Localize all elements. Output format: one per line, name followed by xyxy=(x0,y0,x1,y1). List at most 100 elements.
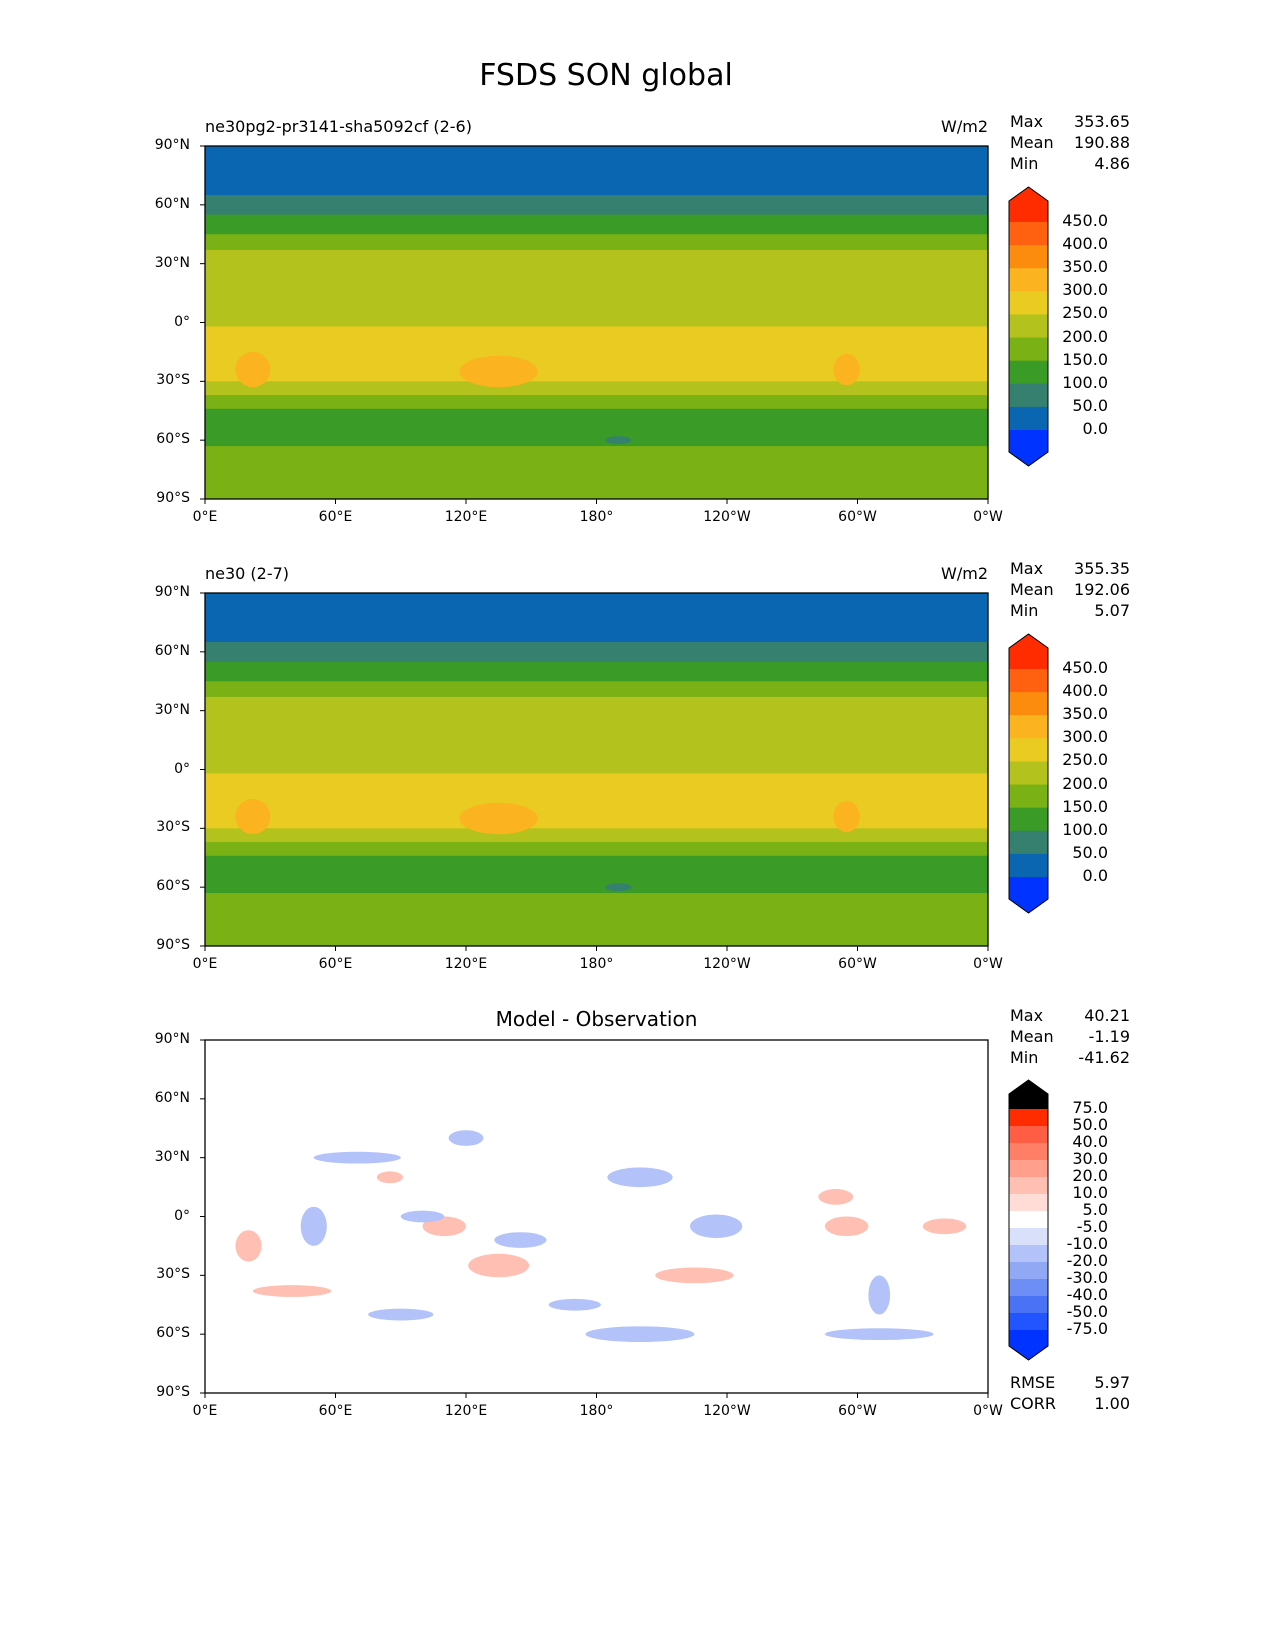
colorbar-outline xyxy=(1008,186,1049,467)
colorbar-tick-label: 100.0 xyxy=(1062,372,1108,392)
colorbar-tick-label: 200.0 xyxy=(1062,326,1108,346)
x-tick-label: 60°W xyxy=(838,956,877,972)
colorbar-extend-max xyxy=(1009,187,1048,222)
colorbar-segment xyxy=(1009,1228,1048,1246)
x-tick-label: 120°W xyxy=(703,956,751,972)
colorbar-tick-label: -40.0 xyxy=(1066,1285,1108,1304)
x-tick-label: 0°W xyxy=(973,509,1003,525)
y-tick-label: 90°S xyxy=(156,490,190,506)
y-tick-label: 0° xyxy=(174,1207,190,1224)
field-blob xyxy=(313,1151,401,1164)
field-blob xyxy=(824,1216,869,1237)
colorbar-tick-label: 150.0 xyxy=(1062,796,1108,816)
colorbar-segment xyxy=(1009,1143,1048,1161)
colorbar-segment xyxy=(1009,1313,1048,1331)
stat-label: Max xyxy=(1010,112,1044,131)
colorbar-tick-label: 350.0 xyxy=(1062,704,1108,724)
colorbar-segment xyxy=(1009,1279,1048,1297)
colorbar-tick-label: 75.0 xyxy=(1072,1098,1108,1117)
colorbar-tick-label: 0.0 xyxy=(1082,866,1108,885)
x-tick-label: 0°E xyxy=(192,956,218,972)
colorbar-segment xyxy=(1009,222,1048,246)
zonal-band xyxy=(205,146,988,196)
figure-title: FSDS SON global xyxy=(479,58,733,93)
colorbar-tick-label: 300.0 xyxy=(1062,280,1108,300)
colorbar-segment xyxy=(1009,314,1048,339)
field-blob xyxy=(468,1253,530,1278)
field-blob xyxy=(448,1130,484,1146)
colorbar-segment xyxy=(1009,715,1048,739)
x-tick-label: 0°E xyxy=(192,1403,218,1419)
colorbar-segment xyxy=(1009,291,1048,315)
colorbar-tick-label: 400.0 xyxy=(1062,681,1108,701)
colorbar-segment xyxy=(1009,1177,1048,1195)
zonal-band xyxy=(205,446,988,465)
stat-label: Mean xyxy=(1010,580,1054,599)
colorbar-extend-min xyxy=(1009,877,1048,913)
colorbar-tick-label: 40.0 xyxy=(1072,1132,1108,1151)
stat-label: Min xyxy=(1010,601,1039,620)
field-blob xyxy=(459,802,538,835)
x-tick-label: 60°E xyxy=(318,1403,353,1419)
zonal-band xyxy=(205,661,988,682)
zonal-band xyxy=(205,195,988,216)
stat-label: Min xyxy=(1010,154,1039,173)
x-tick-label: 0°W xyxy=(973,956,1003,972)
colorbar-tick-label: 200.0 xyxy=(1062,773,1108,793)
x-tick-label: 120°W xyxy=(703,509,751,525)
colorbar-tick-label: 450.0 xyxy=(1062,211,1108,230)
zonal-band xyxy=(205,214,988,235)
y-tick-label: 60°S xyxy=(156,1325,190,1342)
colorbar-segment xyxy=(1009,360,1048,385)
stat-value: 5.07 xyxy=(1094,601,1130,620)
colorbar-segment xyxy=(1009,784,1048,809)
map-field xyxy=(205,146,988,499)
colorbar-tick-label: 50.0 xyxy=(1072,842,1108,862)
field-blob xyxy=(833,353,860,386)
colorbar-tick-label: 5.0 xyxy=(1082,1200,1108,1219)
field-blob xyxy=(868,1275,891,1315)
zonal-band xyxy=(205,828,988,843)
x-tick-label: 120°W xyxy=(703,1403,751,1419)
colorbar-tick-label: -75.0 xyxy=(1066,1319,1108,1338)
colorbar-tick-label: 10.0 xyxy=(1072,1183,1108,1202)
field-blob xyxy=(824,1328,934,1341)
y-tick-label: 60°N xyxy=(154,195,190,212)
x-tick-label: 120°E xyxy=(444,1403,488,1419)
stat-label: CORR xyxy=(1010,1394,1056,1413)
stat-value: 355.35 xyxy=(1074,559,1130,578)
colorbar-segment xyxy=(1009,830,1048,855)
colorbar-tick-label: 300.0 xyxy=(1062,727,1108,747)
colorbar-tick-label: -20.0 xyxy=(1066,1251,1108,1270)
y-tick-label: 90°S xyxy=(156,937,190,953)
field-blob xyxy=(655,1267,734,1284)
field-blob xyxy=(235,1230,262,1262)
colorbar-segment xyxy=(1009,807,1048,832)
field-blob xyxy=(548,1298,601,1311)
stat-value: 1.00 xyxy=(1094,1394,1130,1413)
colorbar-segment xyxy=(1009,1211,1048,1229)
field-blob xyxy=(411,251,499,276)
units-label: W/m2 xyxy=(941,564,988,583)
y-tick-label: 90°S xyxy=(156,1384,190,1400)
colorbar-extend-max xyxy=(1009,1080,1048,1109)
colorbar-tick-label: 30.0 xyxy=(1072,1149,1108,1168)
colorbar-segment xyxy=(1009,1245,1048,1263)
x-tick-label: 60°E xyxy=(318,956,353,972)
stat-label: Min xyxy=(1010,1048,1039,1067)
colorbar-tick-label: -50.0 xyxy=(1066,1302,1108,1321)
colorbar-tick-label: 100.0 xyxy=(1062,819,1108,839)
colorbar-tick-label: 450.0 xyxy=(1062,658,1108,677)
y-tick-label: 90°N xyxy=(154,1031,190,1047)
y-tick-label: 30°S xyxy=(156,372,190,389)
field-blob xyxy=(235,351,271,388)
field-blob xyxy=(690,1214,743,1239)
colorbar-segment xyxy=(1009,245,1048,269)
y-tick-label: 90°N xyxy=(154,137,190,153)
colorbar-segment xyxy=(1009,738,1048,762)
stat-value: 5.97 xyxy=(1094,1373,1130,1392)
field-blob xyxy=(605,883,632,892)
stat-value: 192.06 xyxy=(1074,580,1130,599)
